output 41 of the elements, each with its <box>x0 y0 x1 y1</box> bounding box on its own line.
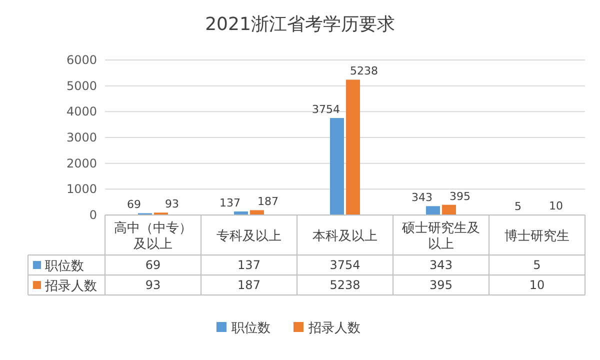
data-label: 3754 <box>330 258 360 272</box>
legend: 职位数 招录人数 <box>216 321 360 336</box>
y-tick-label: 3000 <box>66 130 97 144</box>
data-label: 187 <box>238 278 260 292</box>
y-tick-label: 6000 <box>66 53 97 67</box>
text: 395 <box>450 190 470 203</box>
y-tick-label: 0 <box>89 208 97 222</box>
data-label: 69 <box>145 258 161 272</box>
text: 3754 <box>312 103 340 116</box>
bar <box>330 118 344 215</box>
legend-label: 招录人数 <box>44 279 97 294</box>
data-label: 93 <box>145 278 161 292</box>
text: 343 <box>412 191 432 204</box>
data-label: 5 <box>533 258 541 272</box>
x-tick-label: 博士研究生 <box>504 229 570 244</box>
x-tick-label: 硕士研究生及以上 <box>401 221 480 252</box>
legend-label: 职位数 <box>45 259 84 274</box>
y-tick-label: 2000 <box>66 156 97 170</box>
bar <box>346 80 360 215</box>
text: 187 <box>258 195 278 208</box>
y-tick-label: 5000 <box>66 78 97 93</box>
bar <box>442 204 456 215</box>
bar <box>426 206 440 215</box>
text: 137 <box>220 196 240 210</box>
chart-title: 2021浙江省考学历要求 <box>205 14 395 35</box>
bar <box>250 210 264 215</box>
data-label: 137 <box>238 258 260 272</box>
x-tick-label: 高中（中专）及以上 <box>114 220 192 252</box>
text: 5 <box>514 200 522 213</box>
text: 69 <box>127 198 141 212</box>
text: 5238 <box>350 64 378 78</box>
data-label: 10 <box>529 278 545 292</box>
data-label: 395 <box>430 278 452 292</box>
data-label: 5238 <box>330 278 360 292</box>
text: 93 <box>165 198 179 211</box>
x-tick-label: 本科及以上 <box>312 229 378 244</box>
x-tick-label: 专科及以上 <box>216 229 282 244</box>
y-tick-label: 1000 <box>66 182 97 196</box>
text: 10 <box>549 200 563 213</box>
data-label: 343 <box>430 258 452 272</box>
y-tick-label: 4000 <box>66 104 97 119</box>
